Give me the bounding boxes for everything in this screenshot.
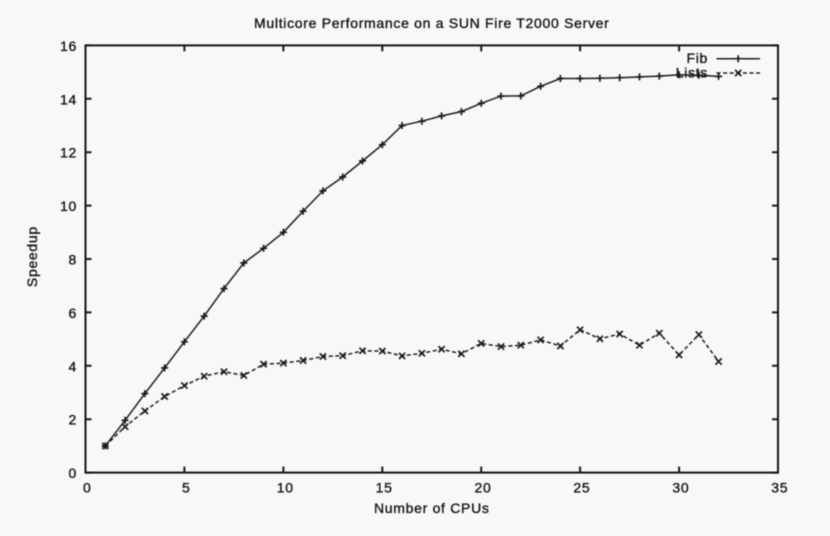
svg-text:15: 15 [376, 480, 393, 496]
svg-text:0: 0 [69, 465, 78, 481]
svg-text:25: 25 [573, 480, 590, 496]
svg-text:10: 10 [60, 198, 77, 214]
svg-text:Number of CPUs: Number of CPUs [374, 500, 490, 516]
svg-text:Lists: Lists [676, 64, 708, 80]
svg-text:14: 14 [60, 91, 77, 107]
svg-text:Fib: Fib [686, 50, 708, 66]
svg-text:12: 12 [60, 145, 77, 161]
svg-text:0: 0 [83, 480, 92, 496]
svg-text:Speedup: Speedup [24, 226, 40, 287]
svg-text:20: 20 [475, 480, 492, 496]
svg-text:10: 10 [277, 480, 294, 496]
svg-text:4: 4 [69, 358, 78, 374]
svg-text:2: 2 [69, 412, 78, 428]
svg-text:6: 6 [69, 305, 78, 321]
svg-text:5: 5 [182, 480, 191, 496]
svg-text:35: 35 [771, 480, 788, 496]
svg-text:Multicore Performance on a SUN: Multicore Performance on a SUN Fire T200… [254, 15, 609, 31]
svg-text:30: 30 [672, 480, 689, 496]
svg-text:8: 8 [69, 252, 78, 268]
svg-text:16: 16 [60, 38, 77, 54]
